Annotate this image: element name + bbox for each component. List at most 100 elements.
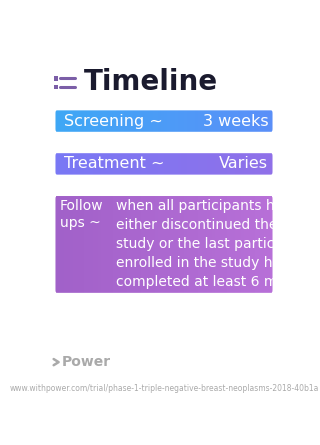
Bar bbox=[135, 190, 138, 299]
Bar bbox=[161, 148, 164, 180]
Bar bbox=[118, 190, 121, 299]
Bar bbox=[241, 190, 244, 299]
Bar bbox=[261, 148, 264, 180]
Text: Screening ~: Screening ~ bbox=[64, 113, 163, 129]
Bar bbox=[181, 148, 184, 180]
Bar bbox=[241, 105, 244, 138]
Bar bbox=[218, 105, 221, 138]
Bar bbox=[99, 148, 101, 180]
Bar bbox=[272, 190, 275, 299]
Bar bbox=[161, 105, 164, 138]
Bar bbox=[255, 148, 258, 180]
Bar bbox=[196, 105, 198, 138]
Bar bbox=[73, 148, 76, 180]
Bar bbox=[221, 148, 224, 180]
Bar bbox=[227, 105, 229, 138]
Bar bbox=[104, 190, 107, 299]
Bar bbox=[70, 190, 73, 299]
Bar bbox=[99, 105, 101, 138]
Bar bbox=[110, 105, 113, 138]
Bar bbox=[204, 190, 207, 299]
Bar bbox=[76, 148, 78, 180]
Text: when all participants have
either discontinued the
study or the last participant: when all participants have either discon… bbox=[116, 199, 320, 327]
Bar bbox=[255, 190, 258, 299]
Bar bbox=[101, 190, 104, 299]
Bar bbox=[198, 190, 201, 299]
Bar bbox=[127, 148, 130, 180]
Bar bbox=[207, 105, 210, 138]
Bar bbox=[238, 190, 241, 299]
Bar bbox=[193, 190, 196, 299]
Bar bbox=[258, 148, 261, 180]
Bar bbox=[132, 105, 135, 138]
Bar bbox=[124, 148, 127, 180]
Bar bbox=[201, 105, 204, 138]
Text: Power: Power bbox=[62, 355, 111, 369]
Bar bbox=[201, 190, 204, 299]
Bar bbox=[132, 190, 135, 299]
Bar bbox=[244, 148, 247, 180]
Bar bbox=[147, 148, 150, 180]
Bar bbox=[178, 148, 181, 180]
Bar bbox=[107, 190, 110, 299]
Bar bbox=[96, 105, 99, 138]
Bar bbox=[221, 190, 224, 299]
Bar bbox=[158, 148, 161, 180]
Bar bbox=[81, 148, 84, 180]
Bar bbox=[78, 148, 81, 180]
Bar bbox=[135, 148, 138, 180]
Bar bbox=[232, 148, 235, 180]
Bar bbox=[138, 190, 141, 299]
Text: www.withpower.com/trial/phase-1-triple-negative-breast-neoplasms-2018-40b1a: www.withpower.com/trial/phase-1-triple-n… bbox=[9, 384, 319, 393]
Bar bbox=[73, 190, 76, 299]
Bar bbox=[50, 148, 53, 180]
Bar bbox=[81, 105, 84, 138]
Bar bbox=[187, 190, 190, 299]
Bar bbox=[93, 190, 96, 299]
Bar bbox=[252, 148, 255, 180]
Bar bbox=[101, 105, 104, 138]
Bar bbox=[224, 190, 227, 299]
Bar bbox=[172, 148, 175, 180]
Bar bbox=[132, 148, 135, 180]
Bar bbox=[264, 148, 267, 180]
Text: Varies: Varies bbox=[219, 156, 268, 171]
Bar bbox=[156, 190, 158, 299]
Bar bbox=[212, 190, 215, 299]
Bar bbox=[181, 105, 184, 138]
Bar bbox=[190, 148, 193, 180]
Bar bbox=[87, 148, 90, 180]
Bar bbox=[187, 105, 190, 138]
Bar bbox=[175, 190, 178, 299]
Bar bbox=[204, 148, 207, 180]
Bar bbox=[53, 190, 56, 299]
Bar bbox=[130, 105, 132, 138]
Bar bbox=[76, 105, 78, 138]
Bar bbox=[229, 190, 232, 299]
Bar bbox=[267, 105, 269, 138]
Bar bbox=[269, 190, 272, 299]
Bar bbox=[53, 105, 56, 138]
Bar bbox=[258, 105, 261, 138]
Bar bbox=[170, 148, 172, 180]
Bar bbox=[93, 105, 96, 138]
Bar bbox=[238, 105, 241, 138]
Bar bbox=[67, 190, 70, 299]
Bar bbox=[54, 85, 58, 89]
Bar bbox=[59, 148, 61, 180]
Bar bbox=[56, 148, 59, 180]
Bar bbox=[161, 190, 164, 299]
Bar bbox=[121, 105, 124, 138]
Text: 3 weeks: 3 weeks bbox=[203, 113, 268, 129]
Bar bbox=[275, 105, 278, 138]
Bar bbox=[127, 190, 130, 299]
Bar bbox=[247, 190, 250, 299]
Bar bbox=[198, 105, 201, 138]
Bar bbox=[121, 148, 124, 180]
Bar bbox=[164, 105, 167, 138]
Bar bbox=[104, 105, 107, 138]
Bar bbox=[212, 105, 215, 138]
Bar bbox=[175, 148, 178, 180]
Bar bbox=[244, 105, 247, 138]
Bar bbox=[178, 190, 181, 299]
